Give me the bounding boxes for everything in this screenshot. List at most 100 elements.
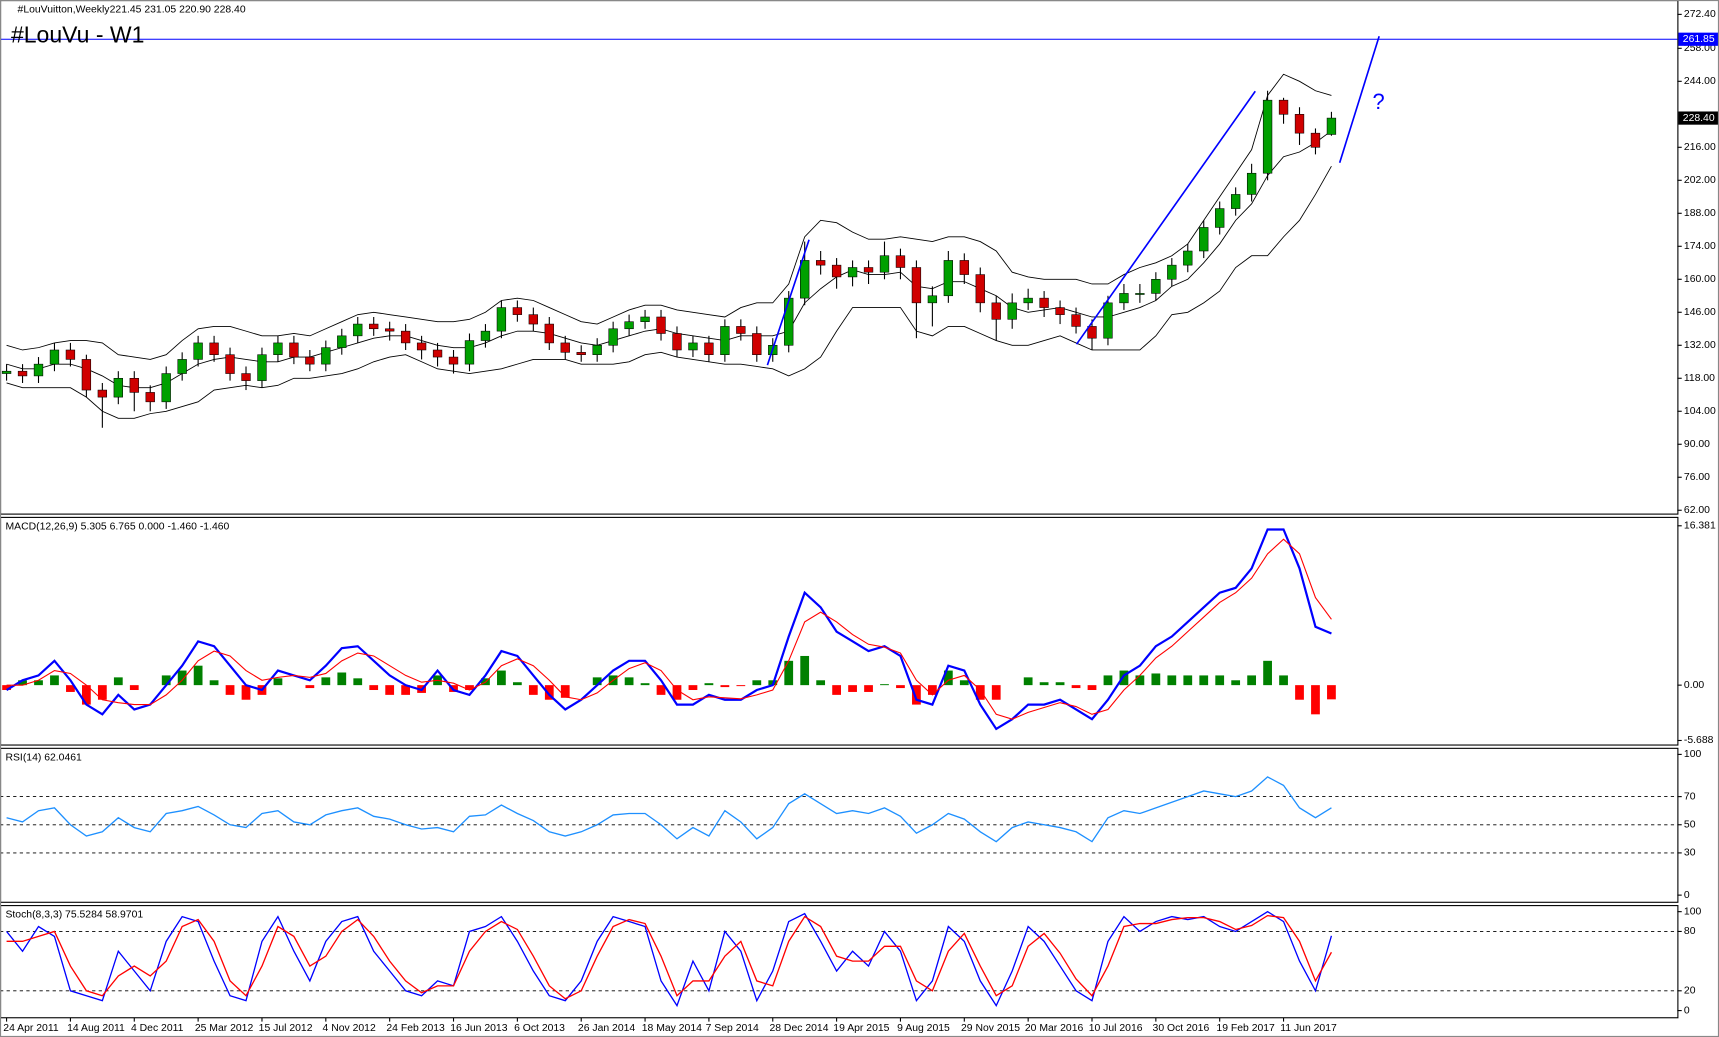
histogram-bar [1167, 675, 1177, 686]
candle-body [911, 267, 922, 304]
candle-body [1007, 302, 1017, 320]
histogram-bar [193, 665, 203, 686]
histogram-bar [592, 677, 602, 686]
x-tick-label: 24 Feb 2013 [386, 1023, 445, 1034]
histogram-bar [353, 678, 363, 686]
candle-body [241, 373, 251, 381]
histogram-bar [82, 685, 91, 705]
candle-body [592, 344, 602, 355]
x-tick-label: 26 Jan 2014 [578, 1023, 635, 1034]
histogram-bar [50, 675, 59, 686]
candle-body [800, 260, 810, 299]
histogram-bar [512, 682, 522, 686]
histogram-bar [528, 685, 538, 695]
y-tick-label: -5.688 [1684, 735, 1714, 746]
histogram-bar [2, 685, 11, 691]
x-tick-label: 24 Apr 2011 [3, 1023, 59, 1034]
histogram-bar [401, 685, 411, 695]
candle-body [975, 274, 985, 304]
candle-body [129, 377, 139, 393]
y-tick-label: 258.00 [1684, 43, 1716, 54]
indicator-line [6, 528, 1332, 731]
histogram-bar [1135, 675, 1145, 686]
candle-body [1294, 114, 1305, 134]
candle-body [959, 260, 969, 275]
candle-body [927, 295, 938, 304]
histogram-bar [34, 680, 43, 686]
x-tick-label: 30 Oct 2016 [1153, 1023, 1210, 1034]
candle-body [879, 255, 890, 273]
histogram-bar [1071, 685, 1081, 689]
histogram-bar [225, 685, 235, 695]
y-tick-label: 146.00 [1684, 307, 1716, 318]
candle-body [145, 392, 155, 403]
histogram-bar [864, 685, 873, 692]
y-tick-label: 118.00 [1684, 373, 1715, 384]
candle-body [1103, 302, 1113, 339]
histogram-bar [624, 677, 634, 686]
panel-title: MACD(12,26,9) 5.305 6.765 0.000 -1.460 -… [5, 521, 229, 532]
x-tick-label: 15 Jul 2012 [259, 1023, 313, 1034]
candle-body [448, 356, 459, 365]
candle-body [1326, 117, 1337, 135]
candle-body [177, 359, 187, 374]
candle-body [1199, 227, 1209, 252]
trend-line [766, 239, 810, 366]
candle-body [464, 340, 475, 365]
candle-body [1310, 132, 1321, 148]
histogram-bar [1327, 685, 1336, 700]
candle-body [193, 342, 203, 360]
histogram-bar [1039, 682, 1049, 686]
histogram-bar [848, 685, 857, 692]
histogram-bar [688, 685, 698, 691]
x-tick-label: 4 Nov 2012 [323, 1023, 376, 1034]
histogram-bar [18, 680, 27, 686]
y-tick-label: 188.00 [1684, 208, 1716, 219]
histogram-bar [943, 670, 953, 686]
candle-body [81, 359, 92, 391]
candle-body [480, 330, 491, 341]
y-tick-label: 0.00 [1684, 680, 1704, 691]
candle-body [736, 326, 746, 334]
histogram-bar [97, 685, 107, 700]
indicator-line [6, 914, 1333, 1000]
x-tick-label: 14 Aug 2011 [67, 1023, 125, 1034]
histogram-bar [1247, 675, 1257, 686]
histogram-bar [1279, 675, 1288, 686]
candle-body [1039, 297, 1049, 308]
candle-body [337, 335, 347, 348]
x-tick-label: 11 Jun 2017 [1280, 1023, 1337, 1034]
y-tick-label: 30 [1684, 848, 1696, 859]
histogram-bar [896, 685, 905, 689]
x-tick-label: 10 Jul 2016 [1089, 1023, 1143, 1034]
x-tick-label: 9 Aug 2015 [897, 1023, 950, 1034]
histogram-bar [1119, 670, 1129, 686]
candle-body [815, 260, 826, 266]
candle-body [49, 349, 60, 365]
candle-body [895, 255, 906, 268]
bollinger-upper [6, 73, 1332, 360]
histogram-bar [497, 670, 506, 686]
panel [0, 0, 1679, 515]
y-tick-label: 0 [1684, 1005, 1690, 1016]
histogram-bar [816, 680, 826, 686]
panel [0, 905, 1679, 1019]
candle-body [560, 342, 570, 353]
candle-body [400, 330, 411, 344]
histogram-bar [880, 684, 889, 686]
candle-body [273, 342, 283, 355]
candle-body [624, 321, 634, 330]
candle-body [608, 328, 618, 346]
candle-body [33, 363, 44, 377]
x-tick-label: 19 Apr 2015 [833, 1023, 889, 1034]
histogram-bar [1151, 673, 1161, 686]
histogram-bar [800, 655, 810, 686]
panel-title: RSI(14) 62.0461 [5, 752, 82, 763]
candle-body [1167, 264, 1177, 280]
histogram-bar [1103, 675, 1113, 686]
histogram-bar [177, 670, 187, 686]
candle-body [209, 342, 219, 355]
candle-body [17, 370, 28, 377]
histogram-bar [704, 683, 714, 686]
